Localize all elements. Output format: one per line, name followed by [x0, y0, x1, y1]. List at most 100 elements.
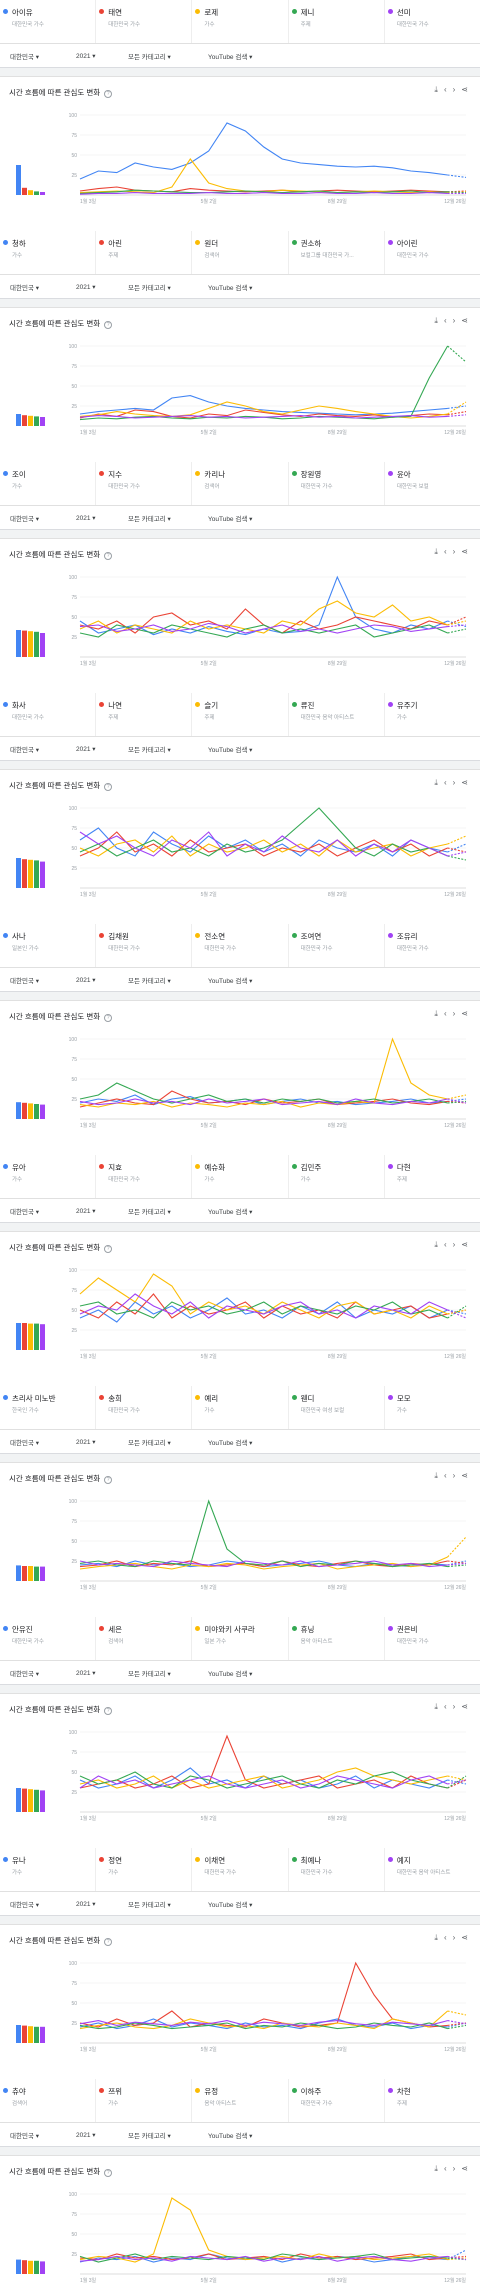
property-select[interactable]: YouTube 검색 ▾: [208, 1208, 253, 1216]
search-term[interactable]: 유정 음악 아티스트: [191, 2079, 287, 2122]
search-term[interactable]: 츄야 검색어: [0, 2079, 95, 2122]
search-term[interactable]: 김채원 대한민국 가수: [95, 924, 191, 967]
embed-icon[interactable]: ‹›: [443, 547, 462, 556]
category-select[interactable]: 모든 카테고리 ▾: [128, 1439, 171, 1447]
search-term[interactable]: 예지 대한민국 음악 아티스트: [383, 1848, 480, 1891]
search-term[interactable]: 김민주 가수: [287, 1155, 384, 1198]
search-term[interactable]: 유아 가수: [0, 1155, 95, 1198]
share-icon[interactable]: ⋖: [461, 1009, 474, 1018]
download-icon[interactable]: ⤓: [434, 1009, 444, 1018]
region-select[interactable]: 대한민국 ▾: [10, 284, 39, 292]
download-icon[interactable]: ⤓: [434, 316, 444, 325]
search-term[interactable]: 로제 가수: [191, 0, 287, 43]
region-select[interactable]: 대한민국 ▾: [10, 53, 39, 61]
property-select[interactable]: YouTube 검색 ▾: [208, 977, 253, 985]
year-select[interactable]: 2021 ▾: [76, 1438, 96, 1446]
search-term[interactable]: 조이 가수: [0, 462, 95, 505]
search-term[interactable]: 최예나 대한민국 가수: [287, 1848, 384, 1891]
search-term[interactable]: 예슈화 가수: [191, 1155, 287, 1198]
share-icon[interactable]: ⋖: [461, 1702, 474, 1711]
region-select[interactable]: 대한민국 ▾: [10, 1208, 39, 1216]
search-term[interactable]: 윤아 대한민국 보컬: [383, 462, 480, 505]
search-term[interactable]: 류진 대한민국 음악 아티스트: [287, 693, 384, 736]
region-select[interactable]: 대한민국 ▾: [10, 1670, 39, 1678]
share-icon[interactable]: ⋖: [461, 1471, 474, 1480]
embed-icon[interactable]: ‹›: [443, 778, 462, 787]
help-icon[interactable]: ?: [104, 1014, 113, 1022]
region-select[interactable]: 대한민국 ▾: [10, 2132, 39, 2140]
search-term[interactable]: 세은 검색어: [95, 1617, 191, 1660]
year-select[interactable]: 2021 ▾: [76, 514, 96, 522]
region-select[interactable]: 대한민국 ▾: [10, 515, 39, 523]
help-icon[interactable]: ?: [104, 1476, 113, 1484]
help-icon[interactable]: ?: [104, 1707, 113, 1715]
search-term[interactable]: 안유진 대한민국 가수: [0, 1617, 95, 1660]
category-select[interactable]: 모든 카테고리 ▾: [128, 284, 171, 292]
search-term[interactable]: 권은비 대한민국 가수: [383, 1617, 480, 1660]
search-term[interactable]: 이하주 대한민국 가수: [287, 2079, 384, 2122]
region-select[interactable]: 대한민국 ▾: [10, 1901, 39, 1909]
download-icon[interactable]: ⤓: [434, 2164, 444, 2173]
embed-icon[interactable]: ‹›: [443, 316, 462, 325]
search-term[interactable]: 웬디 대한민국 여성 보컬: [287, 1386, 384, 1429]
embed-icon[interactable]: ‹›: [443, 1471, 462, 1480]
search-term[interactable]: 쯔위 가수: [95, 2079, 191, 2122]
help-icon[interactable]: ?: [104, 783, 113, 791]
year-select[interactable]: 2021 ▾: [76, 1207, 96, 1215]
year-select[interactable]: 2021 ▾: [76, 976, 96, 984]
search-term[interactable]: 이채연 대한민국 가수: [191, 1848, 287, 1891]
search-term[interactable]: 지수 대한민국 가수: [95, 462, 191, 505]
search-term[interactable]: 카리나 검색어: [191, 462, 287, 505]
help-icon[interactable]: ?: [104, 2169, 113, 2177]
download-icon[interactable]: ⤓: [434, 547, 444, 556]
property-select[interactable]: YouTube 검색 ▾: [208, 284, 253, 292]
embed-icon[interactable]: ‹›: [443, 85, 462, 94]
category-select[interactable]: 모든 카테고리 ▾: [128, 1208, 171, 1216]
search-term[interactable]: 슬기 주제: [191, 693, 287, 736]
search-term[interactable]: 청하 가수: [0, 231, 95, 274]
download-icon[interactable]: ⤓: [434, 778, 444, 787]
search-term[interactable]: 정연 가수: [95, 1848, 191, 1891]
property-select[interactable]: YouTube 검색 ▾: [208, 746, 253, 754]
property-select[interactable]: YouTube 검색 ▾: [208, 1901, 253, 1909]
year-select[interactable]: 2021 ▾: [76, 283, 96, 291]
search-term[interactable]: 미야와키 사쿠라 일본 가수: [191, 1617, 287, 1660]
search-term[interactable]: 송희 대한민국 가수: [95, 1386, 191, 1429]
help-icon[interactable]: ?: [104, 1938, 113, 1946]
help-icon[interactable]: ?: [104, 90, 113, 98]
search-term[interactable]: 화사 대한민국 가수: [0, 693, 95, 736]
share-icon[interactable]: ⋖: [461, 1240, 474, 1249]
region-select[interactable]: 대한민국 ▾: [10, 977, 39, 985]
help-icon[interactable]: ?: [104, 552, 113, 560]
year-select[interactable]: 2021 ▾: [76, 1669, 96, 1677]
download-icon[interactable]: ⤓: [434, 1933, 444, 1942]
download-icon[interactable]: ⤓: [434, 1240, 444, 1249]
search-term[interactable]: 아이린 대한민국 가수: [383, 231, 480, 274]
search-term[interactable]: 장원영 대한민국 가수: [287, 462, 384, 505]
search-term[interactable]: 아이유 대한민국 가수: [0, 0, 95, 43]
property-select[interactable]: YouTube 검색 ▾: [208, 1670, 253, 1678]
embed-icon[interactable]: ‹›: [443, 1702, 462, 1711]
help-icon[interactable]: ?: [104, 1245, 113, 1253]
category-select[interactable]: 모든 카테고리 ▾: [128, 2132, 171, 2140]
search-term[interactable]: 제니 주제: [287, 0, 384, 43]
search-term[interactable]: 모모 가수: [383, 1386, 480, 1429]
share-icon[interactable]: ⋖: [461, 85, 474, 94]
property-select[interactable]: YouTube 검색 ▾: [208, 515, 253, 523]
category-select[interactable]: 모든 카테고리 ▾: [128, 1901, 171, 1909]
search-term[interactable]: 다현 주제: [383, 1155, 480, 1198]
category-select[interactable]: 모든 카테고리 ▾: [128, 746, 171, 754]
search-term[interactable]: 조유리 대한민국 가수: [383, 924, 480, 967]
year-select[interactable]: 2021 ▾: [76, 2131, 96, 2139]
embed-icon[interactable]: ‹›: [443, 2164, 462, 2173]
property-select[interactable]: YouTube 검색 ▾: [208, 1439, 253, 1447]
search-term[interactable]: 츠리사 미노반 한국인 가수: [0, 1386, 95, 1429]
property-select[interactable]: YouTube 검색 ▾: [208, 2132, 253, 2140]
search-term[interactable]: 선미 대한민국 가수: [383, 0, 480, 43]
search-term[interactable]: 태연 대한민국 가수: [95, 0, 191, 43]
property-select[interactable]: YouTube 검색 ▾: [208, 53, 253, 61]
search-term[interactable]: 지효 대한민국 가수: [95, 1155, 191, 1198]
share-icon[interactable]: ⋖: [461, 778, 474, 787]
search-term[interactable]: 아린 주제: [95, 231, 191, 274]
search-term[interactable]: 유주기 가수: [383, 693, 480, 736]
